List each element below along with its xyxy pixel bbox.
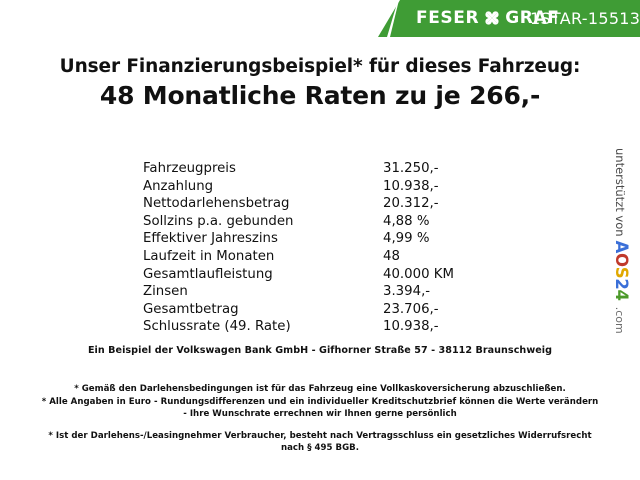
brand-logo[interactable]: FESER GRAF [416,8,559,28]
row-value: 10.938,- [383,178,439,194]
clover-icon [484,10,500,26]
fineprint-line: * Ist der Darlehens-/Leasingnehmer Verbr… [48,430,592,441]
bank-disclosure-line: Ein Beispiel der Volkswagen Bank GmbH - … [87,345,553,356]
row-value: 48 [383,248,400,264]
table-row: Sollzins p.a. gebunden 4,88 % [143,213,473,231]
row-value: 31.250,- [383,161,439,176]
row-label: Anzahlung [143,178,214,194]
table-row: Laufzeit in Monaten 48 [143,248,473,266]
logo-letter-1: A [612,240,631,254]
row-label: Nettodarlehensbetrag [143,196,290,212]
row-value: 10.938,- [383,319,439,335]
page-title-line2: 48 Monatliche Raten zu je 266,- [99,81,541,110]
fineprint-line: nach § 495 BGB. [280,443,360,454]
row-label: Sollzins p.a. gebunden [143,213,294,229]
page-title: Unser Finanzierungsbeispiel* für dieses … [0,55,640,112]
table-row: Zinsen 3.394,- [143,283,473,301]
header-banner: FESER GRAF 1STAR-15513 [378,0,640,37]
row-value: 20.312,- [383,196,439,212]
row-value: 3.394,- [383,284,431,300]
row-value: 4,99 % [383,231,430,247]
sponsor-tld: .com [613,306,626,334]
banner-green-shape [378,0,640,37]
row-value: 23.706,- [383,301,439,317]
row-label: Gesamtlaufleistung [143,266,273,282]
table-row: Fahrzeugpreis 31.250,- [143,160,473,178]
fineprint-line: * Alle Angaben in Euro - Rundungsdiffere… [41,396,599,407]
fineprint-line: - Ihre Wunschrate errechnen wir Ihnen ge… [183,409,457,420]
row-label: Zinsen [143,284,188,300]
table-row: Effektiver Jahreszins 4,99 % [143,230,473,248]
logo-letter-2: O [612,253,631,267]
logo-letter-4: 2 [612,278,631,290]
row-value: 40.000 KM [383,266,454,282]
row-label: Gesamtbetrag [143,301,239,317]
table-row: Gesamtbetrag 23.706,- [143,301,473,319]
table-row: Nettodarlehensbetrag 20.312,- [143,195,473,213]
logo-letter-5: 4 [612,289,631,301]
row-label: Fahrzeugpreis [143,161,236,176]
page-title-line1: Unser Finanzierungsbeispiel* für dieses … [59,56,581,77]
vehicle-code-label: 1STAR-15513 [530,9,640,28]
row-label: Effektiver Jahreszins [143,231,278,247]
table-row: Anzahlung 10.938,- [143,178,473,196]
sponsor-label: unterstützt von [613,148,627,237]
fineprint-line: * Gemäß den Darlehensbedingungen ist für… [74,384,566,394]
sponsor-rotated-group: unterstützt von A O S 2 4 .com [612,148,631,334]
table-row: Schlussrate (49. Rate) 10.938,- [143,318,473,336]
fineprint-block: * Gemäß den Darlehensbedingungen ist für… [0,383,640,455]
table-row: Gesamtlaufleistung 40.000 KM [143,266,473,284]
sponsor-strip: unterstützt von A O S 2 4 .com [607,148,633,334]
brand-word-feser: FESER [416,8,480,28]
row-label: Laufzeit in Monaten [143,248,275,264]
row-value: 4,88 % [383,213,430,229]
row-label: Schlussrate (49. Rate) [143,319,291,335]
aos24-logo[interactable]: A O S 2 4 [612,240,631,301]
logo-letter-3: S [612,266,631,279]
fineprint-spacer [0,421,640,430]
finance-table: Fahrzeugpreis 31.250,- Anzahlung 10.938,… [143,160,473,336]
brand-word-graf: GRAF [505,8,560,28]
